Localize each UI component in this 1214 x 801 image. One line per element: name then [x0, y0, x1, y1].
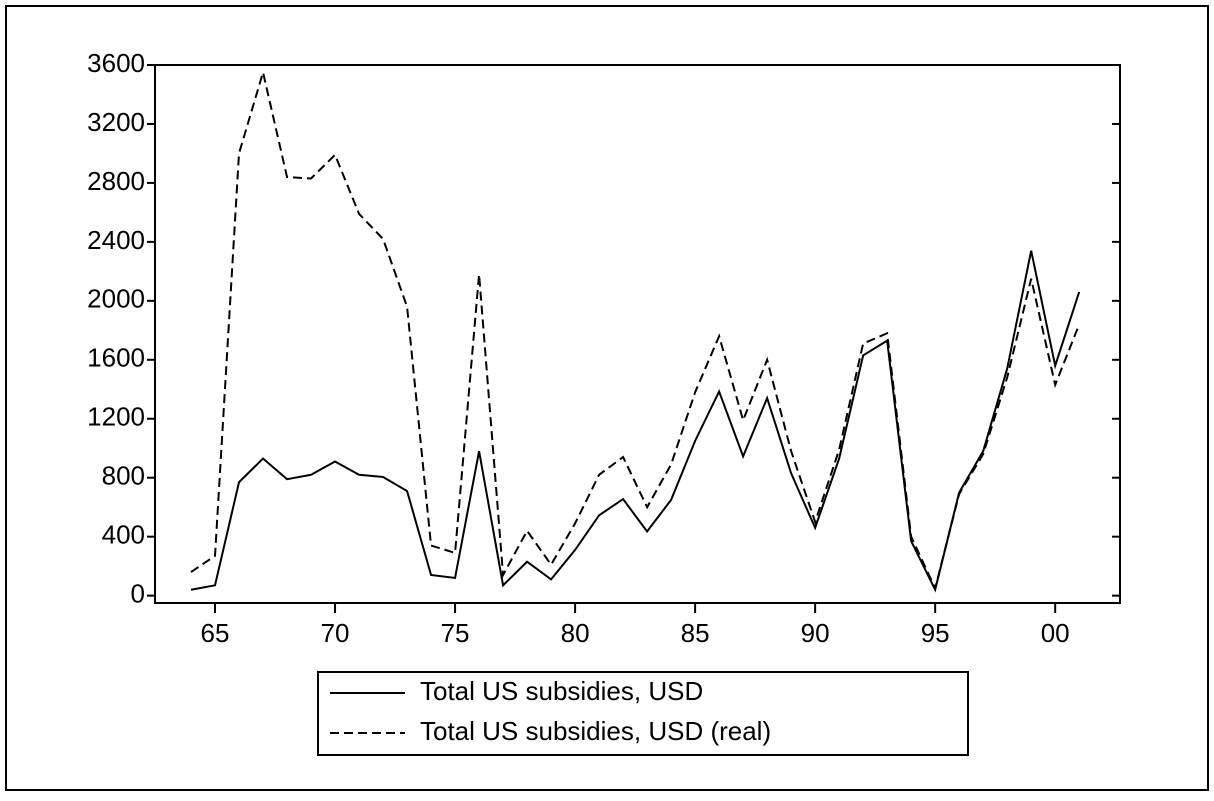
y-tick-label: 400: [102, 520, 145, 550]
y-tick-label: 2400: [87, 225, 145, 255]
x-tick-label: 65: [201, 618, 230, 648]
outer-frame: [5, 5, 1209, 791]
x-tick-label: 75: [441, 618, 470, 648]
x-tick-label: 90: [801, 618, 830, 648]
y-tick-label: 800: [102, 461, 145, 491]
legend-label: Total US subsidies, USD: [420, 676, 703, 706]
plot-frame: [154, 64, 1121, 604]
x-tick-label: 70: [321, 618, 350, 648]
x-tick-label: 00: [1041, 618, 1070, 648]
y-tick-label: 2800: [87, 166, 145, 196]
x-tick-label: 80: [561, 618, 590, 648]
legend-box: [317, 671, 969, 756]
y-tick-label: 1200: [87, 402, 145, 432]
y-tick-label: 3200: [87, 107, 145, 137]
y-tick-label: 3600: [87, 48, 145, 78]
y-tick-label: 1600: [87, 343, 145, 373]
series-line: [190, 250, 1081, 593]
y-tick-label: 2000: [87, 284, 145, 314]
series-line: [190, 68, 1081, 592]
y-tick-label: 0: [131, 579, 145, 609]
x-tick-label: 85: [681, 618, 710, 648]
x-tick-label: 95: [921, 618, 950, 648]
legend-label: Total US subsidies, USD (real): [420, 716, 771, 746]
